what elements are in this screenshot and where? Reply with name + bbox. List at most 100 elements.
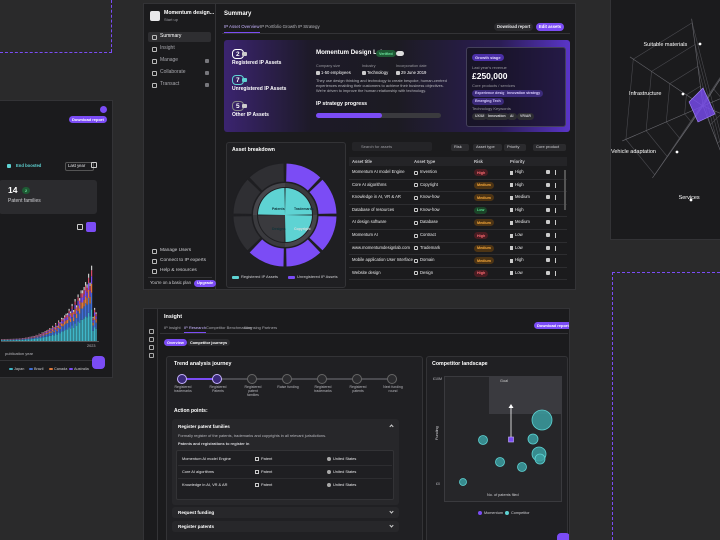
asset-count-label: Registered IP Assets	[232, 60, 282, 66]
priority: High	[515, 206, 524, 212]
donut-segment	[285, 238, 322, 268]
bar-segment	[46, 331, 48, 333]
filter-dropdown[interactable]: Risk	[451, 143, 469, 151]
bar-segment	[58, 332, 60, 341]
priority-icon	[510, 271, 513, 276]
nav-item[interactable]: Transact	[160, 81, 180, 87]
nav-item[interactable]: Insight	[160, 45, 175, 51]
step-dot	[352, 373, 362, 384]
bar-segment	[35, 337, 37, 339]
action-title[interactable]: Request funding	[178, 510, 215, 515]
filter-dropdown[interactable]: Asset type	[473, 143, 502, 151]
filter-label[interactable]: End boosted	[16, 162, 42, 168]
priority-icon	[510, 233, 513, 238]
asset-type: Invention	[420, 169, 437, 174]
bar-segment	[71, 312, 73, 318]
bar-segment	[37, 336, 39, 337]
action-type: Patent	[261, 482, 273, 487]
donut-label: Trademarks	[294, 207, 314, 211]
tab[interactable]: Competitor Benchmarking	[206, 325, 253, 330]
priority-icon	[510, 208, 513, 213]
bar-segment	[86, 297, 88, 305]
view-pill[interactable]: Overview	[164, 339, 187, 347]
asset-title: Momentum AI model Engine	[352, 169, 405, 174]
download-button[interactable]: Download report	[494, 23, 534, 31]
action-title[interactable]: Register patents	[178, 524, 214, 529]
keyword-tag: UX/UI	[472, 113, 488, 120]
view-pill[interactable]: Competitor journeys	[187, 339, 231, 347]
footer-nav-item[interactable]: Connect to IP experts	[160, 258, 207, 263]
action-card	[172, 521, 399, 532]
bar-segment	[35, 336, 37, 338]
footer-nav-item[interactable]: Help & resources	[160, 268, 197, 273]
download-button[interactable]: Download report	[534, 322, 569, 330]
bar-segment	[25, 338, 27, 340]
tab[interactable]: IP Strategy	[298, 24, 320, 29]
bar-segment	[52, 331, 54, 335]
row-divider	[349, 228, 567, 230]
bar-segment	[38, 337, 40, 341]
bar-segment	[59, 322, 61, 324]
bar-segment	[56, 334, 58, 341]
bar-segment	[26, 339, 28, 341]
bar-segment	[62, 318, 64, 320]
step-label: Registered patent families	[244, 385, 262, 397]
bar-segment	[56, 326, 58, 328]
nav-item[interactable]: Collaborate	[160, 69, 186, 75]
bar-segment	[38, 336, 40, 338]
bar-segment	[73, 317, 75, 322]
dashed-guide	[612, 272, 613, 540]
asset-title: Core AI algorithms	[352, 181, 387, 187]
revenue: £250,000	[472, 70, 508, 81]
bar-segment	[91, 292, 93, 310]
nav-active	[148, 32, 211, 42]
nav-icon	[152, 70, 157, 76]
nav-item[interactable]: Manage	[160, 57, 179, 63]
bar-segment	[11, 340, 13, 341]
bar-segment	[70, 315, 72, 319]
legend-label: Japan	[14, 366, 25, 371]
bar-segment	[62, 323, 64, 327]
radar-spoke	[622, 105, 704, 142]
asset-title: Mobile application User Interface	[352, 257, 413, 263]
bar-segment	[92, 316, 94, 319]
row-divider	[349, 191, 567, 192]
tab[interactable]: Licensing Partners	[244, 325, 278, 330]
asset-type: Domain	[420, 257, 435, 263]
tab[interactable]: IP Research	[184, 325, 206, 333]
download-button[interactable]: Download report	[69, 116, 107, 124]
footer-nav-item[interactable]: Manage Users	[160, 248, 192, 253]
step-label: Registered trademarks	[174, 385, 192, 393]
tab[interactable]: IP Portfolio Growth	[260, 24, 297, 29]
action-title[interactable]: Register patent families	[178, 424, 230, 429]
edit-button[interactable]: Edit assets	[536, 23, 565, 31]
momentum-marker	[508, 436, 514, 443]
bar-segment	[52, 327, 54, 330]
tab[interactable]: IP Asset Overview	[224, 24, 260, 33]
bar-segment	[94, 309, 96, 313]
tab[interactable]: IP Insight	[164, 325, 181, 330]
step-dot	[317, 373, 327, 384]
bar-segment	[38, 334, 40, 336]
bar-segment	[29, 339, 31, 341]
bar-segment	[62, 331, 64, 341]
nav-item[interactable]: Summary	[160, 33, 182, 39]
progress-fill	[316, 113, 382, 118]
bar-segment	[73, 311, 75, 315]
nav-icon	[152, 34, 157, 40]
row-action	[546, 258, 550, 263]
filter-dropdown[interactable]: Core product	[533, 143, 567, 151]
donut-segment	[308, 215, 338, 252]
upgrade-button[interactable]: Upgrade	[194, 279, 217, 287]
search-placeholder[interactable]: Search for assets	[361, 143, 393, 149]
bar-segment	[89, 286, 91, 291]
bar-segment	[55, 333, 57, 341]
row-action	[546, 233, 550, 237]
legend-label: Brazil	[34, 366, 44, 371]
period-dropdown[interactable]: Last year	[65, 162, 95, 171]
breakdown-title: Asset breakdown	[232, 147, 275, 153]
keywords-label: Technology Keywords	[472, 106, 511, 111]
filter-dropdown[interactable]: Priority	[504, 143, 527, 151]
sidebar-icon	[148, 337, 154, 342]
bar-segment	[50, 333, 52, 336]
